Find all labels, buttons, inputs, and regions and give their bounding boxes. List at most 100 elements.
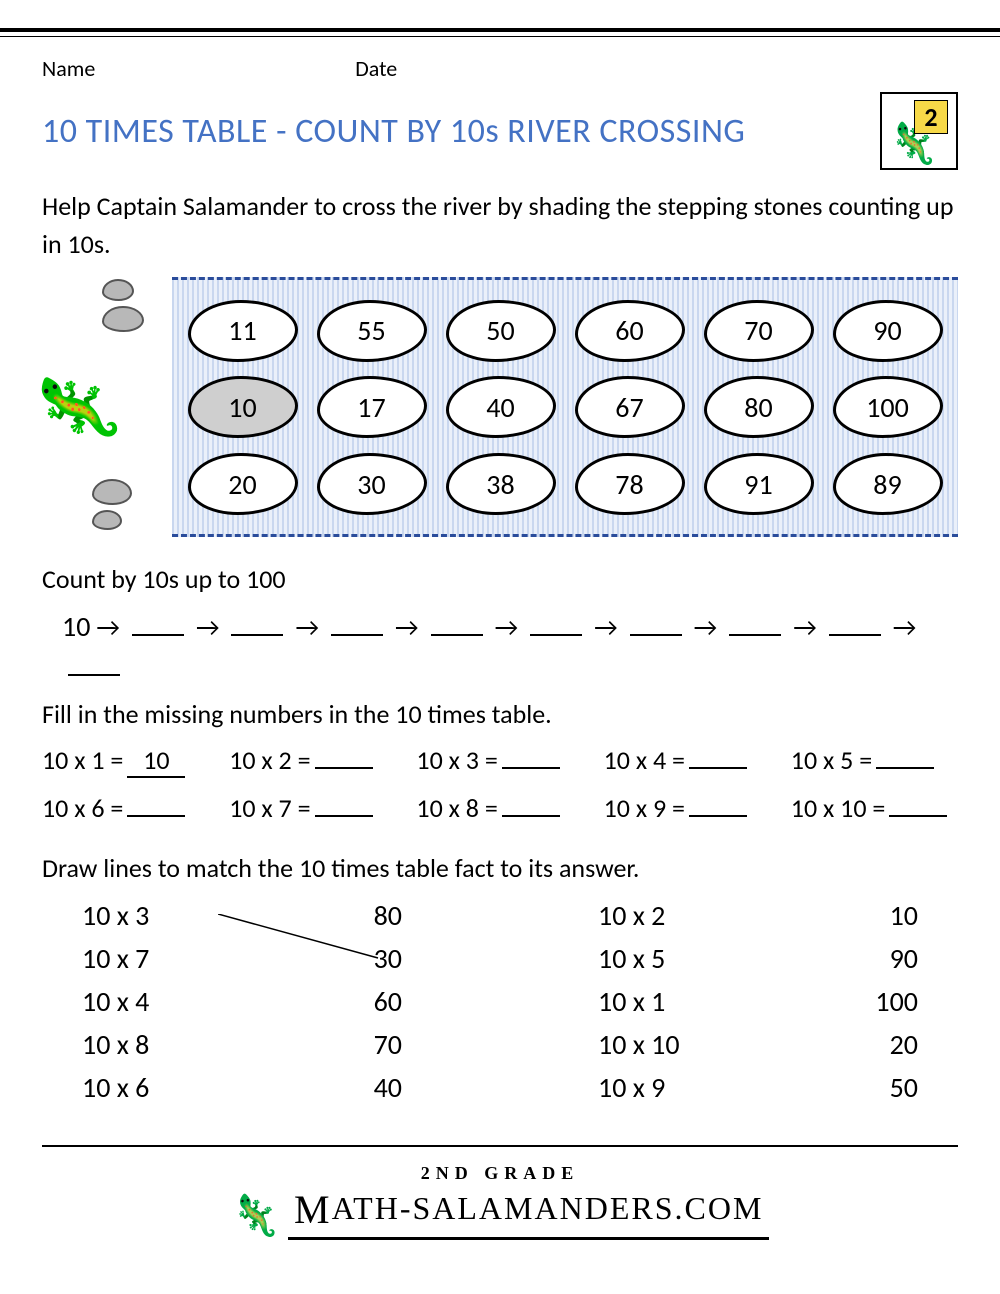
fill-label: Fill in the missing numbers in the 10 ti… [42,698,958,730]
tt-question: 10 x 5 = [791,744,872,776]
stepping-stone[interactable]: 70 [704,300,814,362]
meta-row: Name Date [42,55,958,82]
stepping-stone[interactable]: 80 [704,376,814,438]
arrow-icon: → [495,611,519,643]
tt-answer-blank[interactable] [315,767,373,769]
times-table-cell: 10 x 5 = [791,744,958,778]
salamander-icon: 🦎 [21,354,130,463]
match-gap [402,1070,598,1105]
footer: 2ND GRADE 🦎 MATH-SALAMANDERS.COM [42,1157,958,1270]
match-gap [402,898,598,933]
seq-blank[interactable] [132,610,184,636]
seq-blank[interactable] [729,610,781,636]
grade-badge: 🦎 2 [880,92,958,170]
seq-blank[interactable] [829,610,881,636]
times-table-cell: 10 x 4 = [604,744,771,778]
stepping-stone[interactable]: 50 [446,300,556,362]
times-table-cell: 10 x 1 =10 [42,744,209,778]
tt-answer-blank[interactable] [502,767,560,769]
times-table-cell: 10 x 6 = [42,792,209,824]
seq-blank[interactable] [630,610,682,636]
seq-blank[interactable] [68,650,120,676]
stepping-stone[interactable]: 17 [317,376,427,438]
match-question: 10 x 2 [598,898,778,933]
stepping-stone[interactable]: 91 [704,453,814,515]
tt-answer-blank[interactable] [876,767,934,769]
tt-answer-blank[interactable] [689,815,747,817]
arrow-icon: → [395,611,419,643]
rock-decor-bottom [92,479,162,535]
arrow-icon: → [793,611,817,643]
match-gap [402,941,598,976]
match-question: 10 x 9 [598,1070,778,1105]
match-label: Draw lines to match the 10 times table f… [42,852,958,884]
times-table-grid: 10 x 1 =10 10 x 2 = 10 x 3 = 10 x 4 = 10 x 5… [42,744,958,824]
stepping-stone[interactable]: 100 [833,376,943,438]
arrow-icon: → [594,611,618,643]
count-label: Count by 10s up to 100 [42,563,958,595]
stepping-stone[interactable]: 78 [575,453,685,515]
arrow-icon: → [893,611,917,643]
tt-answer-blank[interactable] [689,767,747,769]
times-table-cell: 10 x 10 = [791,792,958,824]
stepping-stone[interactable]: 10 [188,376,298,438]
stepping-stone[interactable]: 20 [188,453,298,515]
rock-decor-top [102,279,172,337]
salamander-icon: 🦎 [231,1191,281,1240]
match-answer: 40 [262,1070,402,1105]
tt-answer-blank[interactable]: 10 [127,744,185,778]
times-table-cell: 10 x 3 = [416,744,583,778]
match-question: 10 x 6 [82,1070,262,1105]
tt-question: 10 x 4 = [604,744,685,776]
river-crossing: 🦎 1155506070901017406780100203038789189 [42,277,958,537]
name-label: Name [42,55,95,82]
arrow-icon: → [196,611,220,643]
match-section: 10 x 38010 x 21010 x 73010 x 59010 x 460… [42,898,958,1105]
tt-answer-blank[interactable] [889,815,947,817]
stepping-stone[interactable]: 11 [188,300,298,362]
match-question: 10 x 5 [598,941,778,976]
stepping-stone[interactable]: 60 [575,300,685,362]
stepping-stone[interactable]: 89 [833,453,943,515]
seq-blank[interactable] [530,610,582,636]
tt-question: 10 x 9 = [604,792,685,824]
instruction-text: Help Captain Salamander to cross the riv… [42,188,958,263]
times-table-cell: 10 x 2 = [229,744,396,778]
tt-question: 10 x 2 = [229,744,310,776]
match-answer: 10 [778,898,918,933]
match-question: 10 x 1 [598,984,778,1019]
footer-grade: 2ND GRADE [42,1163,958,1184]
seq-blank[interactable] [431,610,483,636]
seq-blank[interactable] [331,610,383,636]
match-answer: 100 [778,984,918,1019]
seq-start: 10 [62,609,90,644]
arrow-icon: → [295,611,319,643]
match-question: 10 x 10 [598,1027,778,1062]
tt-question: 10 x 3 = [416,744,497,776]
match-question: 10 x 4 [82,984,262,1019]
stepping-stone[interactable]: 67 [575,376,685,438]
stepping-stone[interactable]: 30 [317,453,427,515]
tt-question: 10 x 8 = [416,792,497,824]
page-title: 10 TIMES TABLE - COUNT BY 10s RIVER CROS… [42,111,745,152]
tt-answer-blank[interactable] [127,815,185,817]
count-sequence: 10 → → → → → → → → → [42,609,958,676]
stepping-stone[interactable]: 40 [446,376,556,438]
match-gap [402,1027,598,1062]
stepping-stone[interactable]: 55 [317,300,427,362]
stepping-stone[interactable]: 90 [833,300,943,362]
match-answer: 80 [262,898,402,933]
tt-answer-blank[interactable] [315,815,373,817]
grade-number: 2 [914,100,948,134]
tt-answer-blank[interactable] [502,815,560,817]
match-answer: 70 [262,1027,402,1062]
stepping-stone[interactable]: 38 [446,453,556,515]
times-table-cell: 10 x 8 = [416,792,583,824]
times-table-cell: 10 x 7 = [229,792,396,824]
tt-question: 10 x 6 = [42,792,123,824]
match-question: 10 x 7 [82,941,262,976]
times-table-cell: 10 x 9 = [604,792,771,824]
match-gap [402,984,598,1019]
seq-blank[interactable] [231,610,283,636]
tt-question: 10 x 1 = [42,744,123,776]
